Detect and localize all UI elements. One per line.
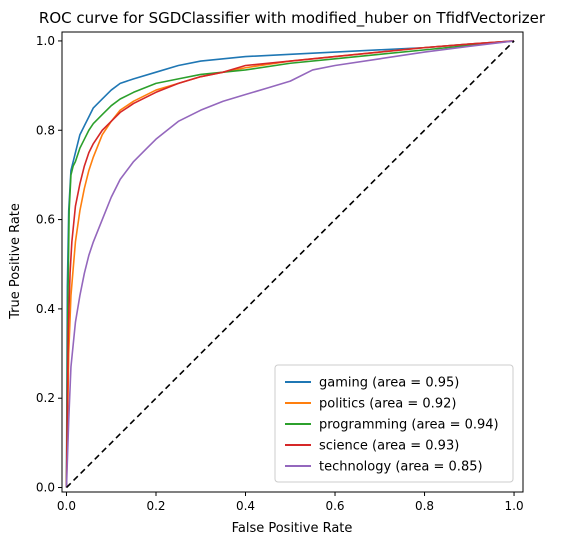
legend: gaming (area = 0.95) politics (area = 0.9… — [274, 364, 514, 483]
legend-label-gaming: gaming (area = 0.95) — [319, 376, 459, 391]
series-group — [65, 40, 515, 489]
x-tick-label: 0.2 — [146, 499, 165, 513]
legend-label-politics: politics (area = 0.92) — [319, 397, 456, 412]
y-tick-label: 0.4 — [36, 302, 55, 316]
y-tick-label: 0.0 — [36, 481, 55, 495]
x-tick-label: 0.0 — [57, 499, 76, 513]
x-tick-label: 0.8 — [415, 499, 434, 513]
series-line-gaming — [65, 40, 515, 488]
y-tick-label: 0.2 — [36, 391, 55, 405]
plot-area — [65, 40, 515, 489]
series-line-programming — [65, 40, 515, 488]
y-axis-label: True Positive Rate — [8, 203, 23, 320]
legend-label-programming: programming (area = 0.94) — [319, 418, 499, 433]
legend-box — [274, 364, 514, 483]
legend-label-science: science (area = 0.93) — [319, 439, 459, 454]
legend-label-technology: technology (area = 0.85) — [319, 460, 483, 475]
x-tick-label: 0.6 — [325, 499, 344, 513]
series-line-technology — [65, 40, 515, 488]
plot-frame — [61, 31, 524, 493]
chart-title: ROC curve for SGDClassifier with modifie… — [39, 9, 546, 28]
x-tick-label: 1.0 — [505, 499, 524, 513]
x-tick-label: 0.4 — [236, 499, 255, 513]
y-tick-label: 0.8 — [36, 123, 55, 137]
axes: 0.0 0.2 0.4 0.6 0.8 1.0 0.0 0.2 0.4 0.6 0.8 1.0 — [36, 31, 524, 513]
diagonal-reference-line — [65, 40, 515, 489]
y-tick-label: 1.0 — [36, 34, 55, 48]
series-line-science — [65, 40, 515, 488]
x-axis-label: False Positive Rate — [232, 521, 353, 536]
y-tick-label: 0.6 — [36, 213, 55, 227]
